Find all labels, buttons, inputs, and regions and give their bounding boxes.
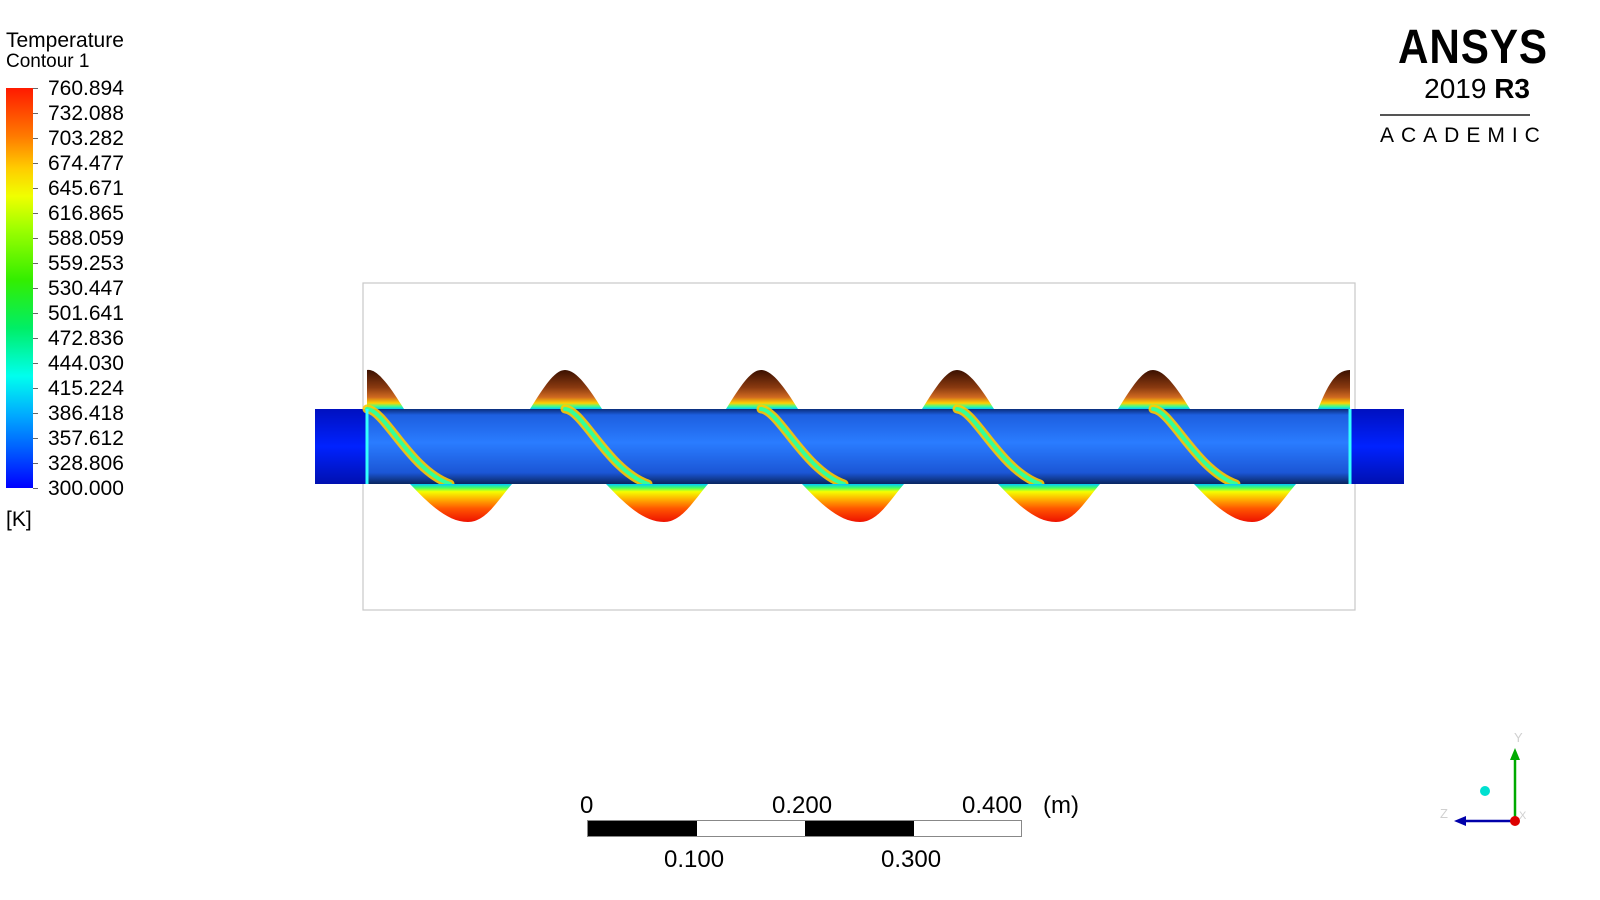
scale-bar-track	[587, 820, 1022, 837]
legend-tick	[33, 88, 38, 89]
scale-top-label: 0	[580, 792, 594, 819]
legend-title: Temperature	[6, 29, 124, 52]
legend-tick	[33, 188, 38, 189]
legend-tick	[33, 388, 38, 389]
colorbar-gradient	[6, 88, 33, 488]
screw-shaft	[367, 409, 1350, 484]
x-axis-dot	[1510, 816, 1520, 826]
scale-unit: (m)	[1043, 792, 1079, 819]
legend-tick	[33, 163, 38, 164]
legend-value: 357.612	[48, 427, 124, 450]
legend-value: 703.282	[48, 127, 124, 150]
brand-edition: ACADEMIC	[1380, 124, 1547, 147]
z-axis-arrowhead	[1454, 816, 1466, 826]
legend-value: 760.894	[48, 77, 124, 100]
legend-tick	[33, 438, 38, 439]
legend-tick	[33, 238, 38, 239]
axis-x-label: X	[1519, 810, 1527, 822]
scale-bottom-label: 0.100	[664, 846, 725, 873]
scale-segment	[588, 821, 697, 836]
legend-tick	[33, 313, 38, 314]
rotation-center-dot[interactable]	[1480, 786, 1490, 796]
legend-tick	[33, 363, 38, 364]
axis-y-label: Y	[1514, 730, 1523, 745]
legend-subtitle: Contour 1	[6, 51, 90, 72]
ansys-logo: ANSYS 2019 R3 ACADEMIC	[1380, 21, 1548, 148]
helix-bands	[362, 404, 1241, 489]
brand-name: ANSYS	[1398, 21, 1548, 74]
screw-flights-upper	[367, 369, 1350, 409]
legend-value: 386.418	[48, 402, 124, 425]
legend-value: 328.806	[48, 452, 124, 475]
legend-tick	[33, 213, 38, 214]
legend-tick	[33, 463, 38, 464]
legend-tick	[33, 413, 38, 414]
axis-z-label: Z	[1440, 806, 1448, 821]
axis-triad[interactable]: Y Z X	[1440, 730, 1560, 840]
legend-value: 616.865	[48, 202, 124, 225]
scale-segment	[805, 821, 914, 836]
legend-tick	[33, 263, 38, 264]
y-axis-arrowhead	[1510, 748, 1520, 760]
legend-value: 501.641	[48, 302, 124, 325]
legend-value: 415.224	[48, 377, 124, 400]
legend-value: 588.059	[48, 227, 124, 250]
scale-top-label: 0.400	[962, 792, 1023, 819]
scale-bottom-label: 0.300	[881, 846, 942, 873]
legend-value: 559.253	[48, 252, 124, 275]
legend-value: 444.030	[48, 352, 124, 375]
scale-top-label: 0.200	[772, 792, 833, 819]
legend-value: 530.447	[48, 277, 124, 300]
outlet-extension	[1348, 409, 1404, 484]
legend-value: 674.477	[48, 152, 124, 175]
screw-flights-lower	[410, 484, 1296, 522]
legend-value: 300.000	[48, 477, 124, 500]
brand-version: 2019 R3	[1380, 74, 1530, 104]
legend-tick	[33, 488, 38, 489]
inlet-extension	[315, 409, 369, 484]
legend-tick	[33, 338, 38, 339]
brand-version-release: R3	[1494, 73, 1530, 104]
brand-divider	[1380, 114, 1530, 116]
legend-value: 732.088	[48, 102, 124, 125]
brand-version-year: 2019	[1424, 73, 1487, 104]
legend-value: 645.671	[48, 177, 124, 200]
legend-tick	[33, 113, 38, 114]
legend-unit: [K]	[6, 508, 32, 531]
legend-value: 472.836	[48, 327, 124, 350]
legend-tick	[33, 138, 38, 139]
legend-tick	[33, 288, 38, 289]
